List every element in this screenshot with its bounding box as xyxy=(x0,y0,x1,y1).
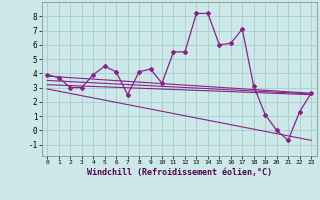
X-axis label: Windchill (Refroidissement éolien,°C): Windchill (Refroidissement éolien,°C) xyxy=(87,168,272,177)
